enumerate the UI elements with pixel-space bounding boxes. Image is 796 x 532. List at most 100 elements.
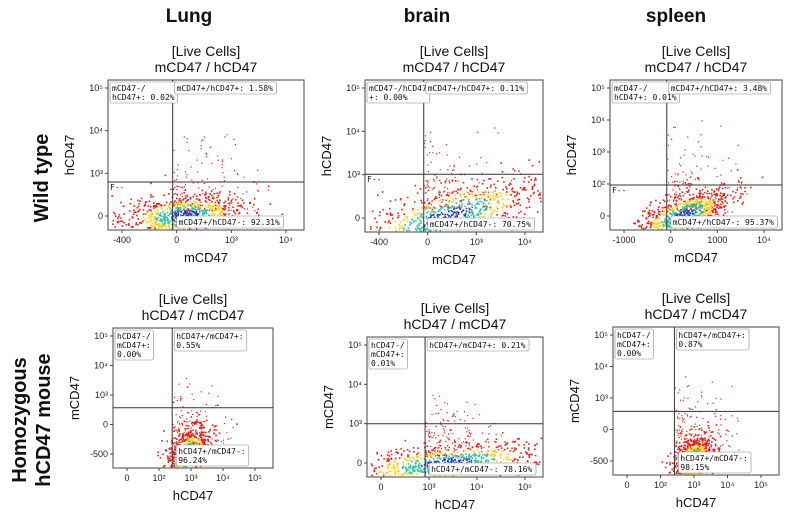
scatter-point [178,207,180,209]
scatter-point [689,198,692,200]
scatter-point [499,454,502,457]
scatter-point [458,189,460,191]
scatter-point [188,208,190,210]
scatter-point [500,447,503,449]
scatter-point [533,179,536,182]
scatter-point [212,188,214,191]
scatter-point [222,208,225,211]
scatter-point [176,185,179,188]
scatter-point [690,444,693,446]
scatter-point [144,201,147,204]
scatter-point [508,184,510,186]
scatter-point [724,205,726,207]
scatter-point [439,229,442,232]
scatter-point [654,218,657,221]
scatter-point [705,204,708,207]
scatter-point [187,213,190,215]
scatter-point [193,204,195,206]
scatter-point [440,448,443,450]
scatter-point [465,441,467,443]
scatter-point [678,210,681,212]
scatter-point [198,443,201,445]
scatter-point [177,435,180,437]
scatter-point [464,205,466,208]
scatter-point [696,199,698,201]
scatter-point [728,187,730,189]
scatter-point [685,203,688,205]
scatter-point [473,454,475,457]
scatter-point [397,215,400,217]
scatter-point [489,425,492,427]
scatter-point [431,431,433,433]
scatter-point [420,464,422,466]
scatter-point [192,182,194,184]
scatter-point [246,191,248,193]
scatter-point [451,191,453,193]
scatter-point [501,206,504,208]
scatter-point [709,201,711,204]
scatter-point [680,209,682,211]
scatter-point [459,205,461,207]
scatter-point [180,211,183,213]
scatter-point [694,205,697,207]
scatter-point [513,459,515,461]
scatter-point [445,440,447,442]
scatter-point [216,207,219,210]
scatter-point [415,214,417,217]
scatter-point [699,209,701,211]
scatter-point [190,427,192,429]
scatter-point [692,447,695,450]
scatter-point [448,200,450,202]
scatter-point [425,192,427,194]
scatter-point [378,466,381,468]
y-tick-label: 10³ [95,390,108,400]
scatter-point [204,194,206,196]
scatter-point [414,466,417,469]
scatter-point [130,226,133,228]
scatter-point [183,420,186,423]
scatter-point [695,443,698,445]
scatter-point [682,183,684,185]
scatter-point [195,443,198,445]
scatter-point [193,422,195,425]
scatter-point [403,473,405,476]
scatter-point [184,189,186,191]
scatter-point [529,453,532,456]
scatter-point [445,180,447,182]
scatter-point [412,467,415,469]
scatter-point [515,448,517,450]
scatter-point [196,433,198,435]
scatter-point [668,182,670,184]
scatter-point [162,211,164,213]
scatter-point [720,174,722,176]
scatter-point [519,204,522,207]
scatter-point [474,204,476,207]
scatter-point [483,179,485,182]
scatter-point [494,209,497,212]
scatter-point [243,208,245,210]
scatter-point [538,461,541,464]
scatter-point [518,192,521,195]
scatter-point [157,451,159,454]
scatter-point [192,205,195,207]
scatter-point [193,440,195,443]
scatter-point [420,222,422,224]
scatter-point [453,166,455,168]
scatter-point [455,461,457,464]
scatter-point [671,176,673,178]
scatter-point [211,443,213,445]
scatter-point [644,227,647,229]
scatter-point [504,444,506,446]
scatter-point [468,447,470,450]
scatter-point [232,427,234,429]
scatter-point [698,428,701,430]
scatter-point [698,202,701,204]
scatter-point [428,201,431,204]
scatter-point [694,204,696,206]
scatter-point [189,439,191,441]
scatter-point [647,220,650,223]
scatter-point [173,457,176,460]
scatter-point [177,432,179,434]
scatter-point [421,213,423,215]
scatter-point [673,209,675,211]
